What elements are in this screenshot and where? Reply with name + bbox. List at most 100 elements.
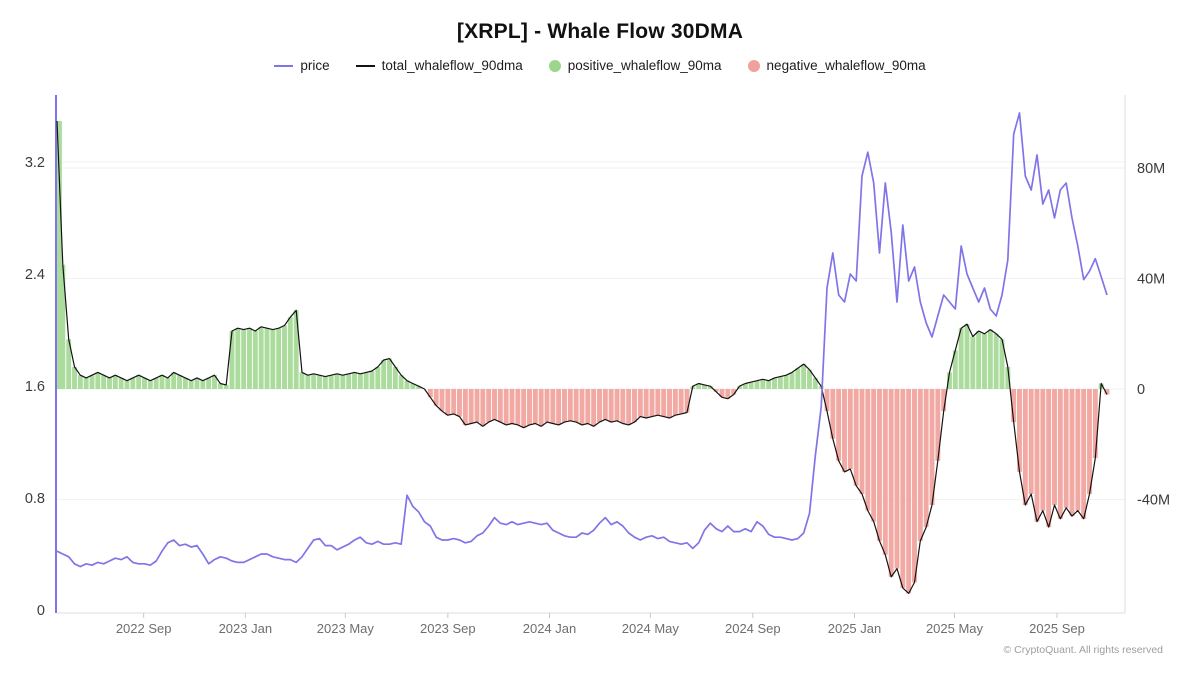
positive-flow-bar (760, 379, 766, 389)
positive-flow-bar (293, 310, 299, 389)
x-tick-label: 2024 Sep (725, 621, 781, 636)
positive-flow-bar (223, 384, 229, 389)
positive-flow-bar (958, 328, 964, 389)
y-left-tick-label: 1.6 (25, 379, 45, 395)
negative-flow-bar (562, 389, 567, 423)
positive-flow-bar (276, 328, 282, 389)
positive-flow-bar (363, 372, 369, 389)
positive-flow-bar (352, 372, 357, 389)
y-right-tick-label: 80M (1137, 161, 1165, 177)
negative-flow-bar (923, 389, 929, 528)
negative-flow-bar (941, 389, 947, 412)
negative-flow-bar (439, 389, 445, 412)
positive-flow-bar (229, 330, 235, 389)
positive-flow-bar (95, 372, 101, 389)
negative-flow-bar (672, 389, 678, 416)
negative-flow-bar (929, 389, 935, 506)
positive-flow-bar (369, 371, 375, 389)
negative-flow-bar (503, 389, 509, 425)
positive-flow-bar (147, 380, 153, 389)
price-line (56, 112, 1108, 568)
legend-item-positive-whaleflow[interactable]: positive_whaleflow_90ma (548, 58, 722, 73)
negative-flow-bar (433, 389, 439, 406)
legend-item-negative-whaleflow[interactable]: negative_whaleflow_90ma (747, 58, 926, 73)
negative-flow-bar (632, 389, 637, 423)
positive-flow-bar (118, 377, 124, 389)
positive-flow-bar (200, 380, 206, 389)
positive-flow-bar (993, 333, 999, 389)
negative-flow-bar (1022, 389, 1028, 506)
legend-item-total-whaleflow[interactable]: total_whaleflow_90dma (355, 58, 523, 73)
positive-flow-bar (171, 372, 177, 389)
negative-flow-bar (667, 389, 672, 419)
negative-flow-bar (678, 389, 684, 414)
positive-flow-bar (241, 329, 247, 389)
positive-flow-bar (311, 373, 317, 389)
legend-item-price[interactable]: price (274, 58, 330, 73)
positive-flow-bar (247, 328, 252, 389)
x-tick-label: 2025 May (926, 621, 984, 636)
negative-flow-bar (1104, 389, 1110, 395)
negative-flow-bar (521, 389, 527, 428)
positive-flow-bar (999, 339, 1005, 389)
negative-flow-bar (888, 389, 894, 577)
positive-flow-bar (282, 325, 287, 389)
negative-flow-bar (847, 389, 853, 470)
legend-label: positive_whaleflow_90ma (567, 58, 722, 73)
positive-flow-bar (334, 373, 340, 389)
negative-flow-bar (877, 389, 882, 541)
negative-flow-bar (859, 389, 865, 494)
x-tick-label: 2024 May (622, 621, 680, 636)
negative-flow-bar (602, 389, 608, 420)
negative-flow-bar (445, 389, 451, 416)
positive-flow-bar (107, 377, 112, 389)
positive-flow-bar (264, 328, 270, 389)
negative-flow-bar (661, 389, 667, 417)
positive-flow-bar (1005, 366, 1011, 389)
copyright-watermark: © CryptoQuant. All rights reserved (1003, 644, 1163, 656)
positive-flow-bar (416, 386, 422, 389)
negative-flow-bar (532, 389, 538, 424)
negative-flow-bar (579, 389, 585, 425)
positive-flow-bar (136, 375, 142, 389)
negative-flow-bar (480, 389, 486, 427)
positive-flow-bar (112, 375, 118, 389)
positive-flow-bar (357, 373, 363, 389)
negative-flow-bar (462, 389, 468, 425)
positive-flow-bar (252, 330, 258, 389)
negative-flow-bar (597, 389, 602, 423)
positive-flow-bar (404, 380, 410, 389)
negative-flow-bar (830, 389, 836, 439)
positive-flow-bar (217, 383, 223, 389)
positive-flow-bar (952, 350, 958, 389)
negative-flow-bar (906, 389, 912, 594)
positive-flow-bar (305, 375, 311, 389)
positive-flow-bar (410, 383, 416, 389)
y-right-tick-label: 0 (1137, 382, 1145, 398)
negative-flow-bar (550, 389, 556, 424)
positive-flow-bar (392, 366, 398, 389)
positive-flow-bar (707, 386, 713, 389)
positive-flow-bar (83, 377, 89, 389)
positive-flow-bar (964, 324, 970, 389)
negative-flow-bar (643, 389, 649, 419)
negative-flow-bar (1092, 389, 1098, 459)
negative-flow-bar (935, 389, 941, 461)
positive-flow-bar (812, 377, 818, 389)
legend-label: negative_whaleflow_90ma (766, 58, 926, 73)
positive-flow-bar (328, 375, 334, 389)
positive-flow-bar (789, 372, 795, 389)
negative-flow-bar (486, 389, 492, 423)
positive-flow-bar (947, 372, 952, 389)
negative-flow-bar (1034, 389, 1040, 522)
negative-flow-bar (492, 389, 497, 420)
y-left-tick-label: 0 (37, 603, 45, 619)
negative-flow-bar (468, 389, 474, 424)
negative-flow-bar (608, 389, 614, 423)
positive-flow-bar (795, 368, 801, 389)
negative-flow-bar (900, 389, 906, 588)
positive-flow-bar (976, 330, 982, 389)
price-line-swatch-icon (274, 64, 294, 67)
positive-flow-bar (72, 366, 77, 389)
